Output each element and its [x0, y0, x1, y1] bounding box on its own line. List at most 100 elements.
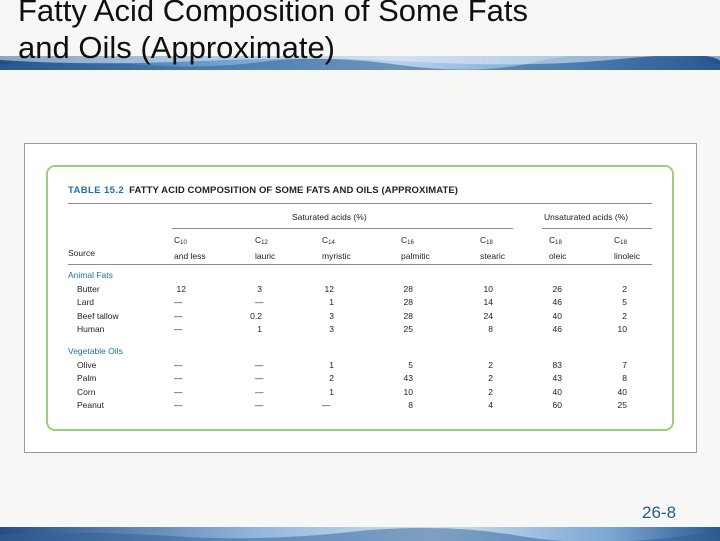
- column-acid-name: palmitic: [401, 251, 430, 261]
- table-cell: 2: [488, 360, 493, 370]
- table-cell: 2: [622, 311, 627, 321]
- header-stripe: [0, 56, 720, 70]
- table-cell: —: [174, 297, 183, 307]
- column-acid-name: linoleic: [614, 251, 640, 261]
- column-carbon-count: 10: [180, 240, 187, 246]
- column-header: C12 lauric: [255, 234, 275, 263]
- column-carbon-count: 18: [555, 240, 562, 246]
- row-source: Lard: [77, 297, 95, 307]
- table-cell: 24: [483, 311, 493, 321]
- table-cell: 12: [324, 284, 334, 294]
- table-cell: 40: [552, 311, 562, 321]
- column-header: C18 oleic: [549, 234, 566, 263]
- column-carbon-symbol: C: [401, 235, 408, 245]
- column-carbon-count: 18: [620, 240, 627, 246]
- table-cell: —: [255, 373, 264, 383]
- column-carbon-symbol: C: [174, 235, 181, 245]
- table-cell: 2: [488, 387, 493, 397]
- row-source: Olive: [77, 360, 97, 370]
- table-cell: 12: [176, 284, 186, 294]
- table-cell: —: [255, 297, 264, 307]
- table-caption: FATTY ACID COMPOSITION OF SOME FATS AND …: [129, 185, 459, 196]
- table-panel: [46, 165, 674, 431]
- table-cell: 40: [617, 387, 627, 397]
- unsaturated-group-rule: [542, 228, 652, 229]
- row-source: Palm: [77, 373, 97, 383]
- column-acid-name: stearic: [480, 251, 506, 261]
- column-header: C16 palmitic: [401, 234, 430, 263]
- column-acid-name: and less: [174, 251, 206, 261]
- table-label: TABLE 15.2: [68, 185, 125, 196]
- table-cell: 8: [488, 324, 493, 334]
- category-label: Vegetable Oils: [68, 346, 123, 356]
- table-cell: 60: [552, 400, 562, 410]
- table-cell: 46: [552, 324, 562, 334]
- saturated-group-header: Saturated acids (%): [292, 212, 367, 222]
- table-cell: 7: [622, 360, 627, 370]
- column-acid-name: lauric: [255, 251, 276, 261]
- table-cell: 0.2: [250, 311, 262, 321]
- table-cell: 28: [403, 311, 413, 321]
- table-cell: 25: [403, 324, 413, 334]
- table-cell: 43: [552, 373, 562, 383]
- category-label: Animal Fats: [68, 270, 113, 280]
- table-cell: —: [174, 373, 183, 383]
- column-acid-name: myristic: [322, 251, 351, 261]
- row-source: Human: [77, 324, 105, 334]
- column-carbon-count: 12: [261, 240, 268, 246]
- row-source: Corn: [77, 387, 96, 397]
- table-cell: 8: [408, 400, 413, 410]
- page-number: 26-8: [642, 503, 677, 522]
- table-cell: 1: [329, 297, 334, 307]
- table-cell: 26: [552, 284, 562, 294]
- column-header: C14 myristic: [322, 234, 351, 263]
- table-cell: —: [255, 400, 264, 410]
- slide-title: Fatty Acid Composition of Some Fats and …: [18, 0, 708, 66]
- slide-title-line1: Fatty Acid Composition of Some Fats: [18, 0, 528, 28]
- table-cell: 83: [552, 360, 562, 370]
- table-cell: 25: [617, 400, 627, 410]
- table-cell: 3: [329, 324, 334, 334]
- table-cell: —: [174, 311, 183, 321]
- table-cell: —: [322, 400, 331, 410]
- table-cell: 4: [488, 400, 493, 410]
- table-cell: —: [174, 360, 183, 370]
- column-acid-name: oleic: [549, 251, 567, 261]
- table-cell: —: [174, 387, 183, 397]
- table-cell: 1: [329, 360, 334, 370]
- table-cell: 2: [488, 373, 493, 383]
- table-cell: 28: [403, 284, 413, 294]
- table-cell: 28: [403, 297, 413, 307]
- table-title: TABLE 15.2 FATTY ACID COMPOSITION OF SOME…: [68, 185, 458, 196]
- column-carbon-symbol: C: [322, 235, 329, 245]
- table-cell: 5: [622, 297, 627, 307]
- table-cell: —: [255, 387, 264, 397]
- slide-title-line2: and Oils (Approximate): [18, 30, 336, 65]
- row-source: Peanut: [77, 400, 104, 410]
- table-top-rule: [68, 203, 652, 204]
- column-carbon-count: 16: [407, 240, 414, 246]
- column-header: C18 stearic: [480, 234, 505, 263]
- table-cell: 1: [329, 387, 334, 397]
- unsaturated-group-header: Unsaturated acids (%): [544, 212, 629, 222]
- row-source: Beef tallow: [77, 311, 119, 321]
- table-cell: 40: [552, 387, 562, 397]
- table-cell: 10: [617, 324, 627, 334]
- source-column-header: Source: [68, 248, 95, 258]
- table-cell: 1: [257, 324, 262, 334]
- table-cell: 5: [408, 360, 413, 370]
- table-cell: —: [255, 360, 264, 370]
- table-cell: 3: [257, 284, 262, 294]
- table-cell: 46: [552, 297, 562, 307]
- column-carbon-symbol: C: [614, 235, 621, 245]
- header-bottom-rule: [68, 264, 652, 265]
- column-carbon-symbol: C: [480, 235, 487, 245]
- table-cell: 10: [403, 387, 413, 397]
- footer-stripe: [0, 527, 720, 541]
- saturated-group-rule: [172, 228, 513, 229]
- table-cell: 2: [329, 373, 334, 383]
- table-cell: 2: [622, 284, 627, 294]
- column-header: C10 and less: [174, 234, 206, 263]
- column-carbon-symbol: C: [255, 235, 262, 245]
- table-cell: 14: [483, 297, 493, 307]
